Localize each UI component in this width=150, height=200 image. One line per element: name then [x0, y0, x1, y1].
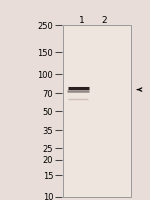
Bar [63, 26, 130, 197]
Text: 1: 1 [79, 16, 85, 24]
Text: 70: 70 [43, 89, 53, 98]
Text: 250: 250 [38, 22, 53, 30]
Text: 20: 20 [43, 156, 53, 165]
Text: 2: 2 [101, 16, 107, 24]
Text: 150: 150 [38, 49, 53, 58]
Text: 15: 15 [43, 171, 53, 180]
Text: 10: 10 [43, 193, 53, 200]
Text: 50: 50 [43, 107, 53, 116]
Text: 35: 35 [43, 126, 53, 135]
Text: 25: 25 [43, 144, 53, 153]
Text: 100: 100 [38, 70, 53, 79]
